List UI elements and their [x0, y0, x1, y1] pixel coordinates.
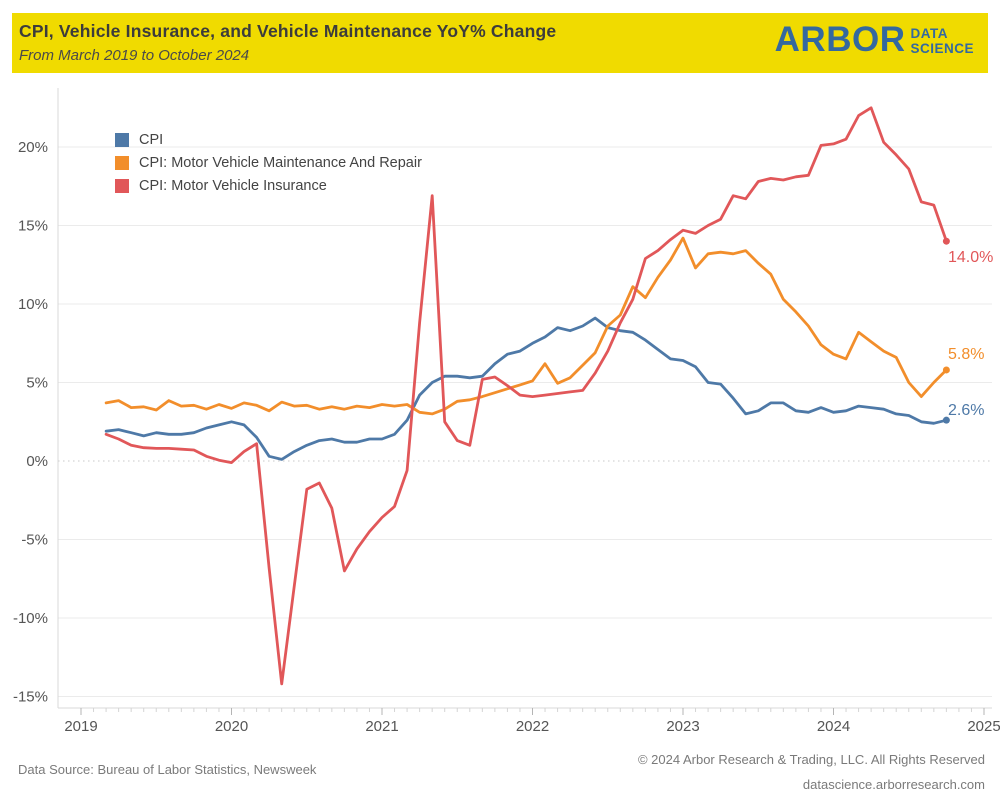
- chart-legend: CPI CPI: Motor Vehicle Maintenance And Re…: [115, 128, 422, 197]
- legend-label: CPI: Motor Vehicle Maintenance And Repai…: [139, 154, 422, 171]
- x-axis-tick-label: 2021: [365, 718, 398, 735]
- x-axis-tick-label: 2019: [64, 718, 97, 735]
- x-axis-tick-label: 2022: [516, 718, 549, 735]
- x-axis-tick-label: 2023: [666, 718, 699, 735]
- legend-item[interactable]: CPI: Motor Vehicle Maintenance And Repai…: [115, 151, 422, 174]
- legend-label: CPI: Motor Vehicle Insurance: [139, 177, 327, 194]
- series-end-label: 14.0%: [948, 249, 993, 266]
- y-axis-tick-label: 5%: [26, 375, 48, 392]
- series-line: [104, 316, 948, 461]
- logo-sub-bottom: SCIENCE: [910, 40, 974, 56]
- series-end-label: 5.8%: [948, 346, 984, 363]
- logo-sub-top: DATA: [910, 25, 948, 41]
- y-axis-tick-label: -10%: [13, 610, 48, 627]
- data-source-note: Data Source: Bureau of Labor Statistics,…: [18, 762, 317, 777]
- header-banner: CPI, Vehicle Insurance, and Vehicle Main…: [12, 13, 988, 73]
- legend-swatch-icon: [115, 178, 129, 193]
- series-end-dot: [942, 366, 950, 374]
- chart-title: CPI, Vehicle Insurance, and Vehicle Main…: [19, 21, 557, 41]
- series-line: [104, 106, 948, 686]
- legend-item[interactable]: CPI: [115, 128, 422, 151]
- y-axis-tick-label: 10%: [18, 296, 48, 313]
- legend-swatch-icon: [115, 155, 129, 170]
- copyright-note: © 2024 Arbor Research & Trading, LLC. Al…: [638, 748, 985, 797]
- copyright-line: © 2024 Arbor Research & Trading, LLC. Al…: [637, 752, 985, 767]
- y-axis-tick-label: -15%: [13, 689, 48, 706]
- x-axis-tick-label: 2025: [967, 718, 1000, 735]
- legend-item[interactable]: CPI: Motor Vehicle Insurance: [115, 174, 422, 197]
- logo-sub-stack: DATA SCIENCE: [910, 25, 974, 57]
- website-line: datascience.arborresearch.com: [802, 776, 985, 792]
- y-axis-tick-label: 15%: [18, 218, 48, 235]
- series-end-label: 2.6%: [948, 402, 984, 419]
- y-axis-tick-label: 20%: [18, 139, 48, 156]
- logo-wordmark: ARBOR: [774, 20, 906, 59]
- y-axis-tick-label: -5%: [21, 532, 48, 549]
- legend-label: CPI: [139, 131, 164, 148]
- chart-subtitle: From March 2019 to October 2024: [19, 47, 250, 64]
- series-end-dot: [942, 416, 950, 424]
- x-axis-tick-label: 2020: [215, 718, 248, 735]
- arbor-logo: ARBOR DATA SCIENCE: [775, 22, 974, 57]
- series-line: [104, 236, 948, 416]
- series-end-dot: [942, 237, 950, 245]
- y-axis-tick-label: 0%: [26, 453, 48, 470]
- legend-swatch-icon: [115, 132, 129, 147]
- x-axis-tick-label: 2024: [817, 718, 850, 735]
